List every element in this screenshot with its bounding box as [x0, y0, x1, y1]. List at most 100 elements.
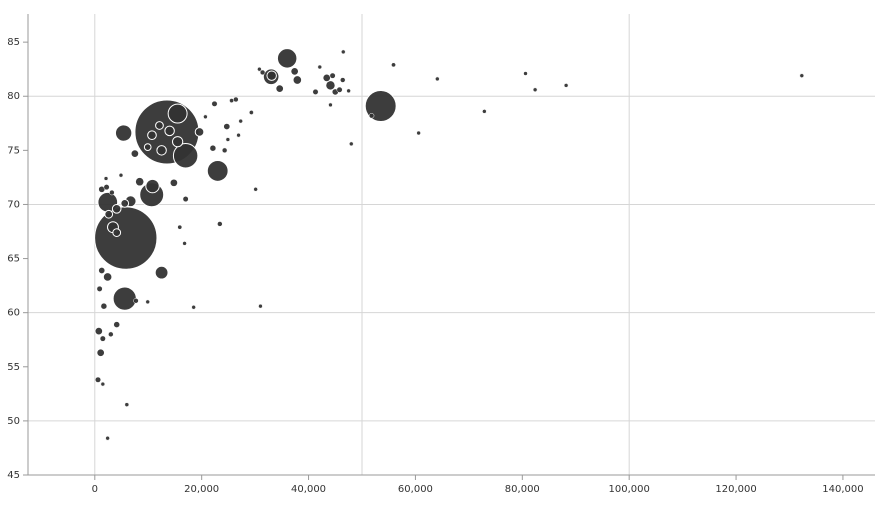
bubble [156, 145, 167, 156]
bubble [100, 302, 108, 310]
bubble [194, 127, 205, 137]
bubble [225, 137, 231, 142]
y-tick-label: 80 [7, 91, 20, 102]
bubble [103, 176, 109, 181]
bubble [340, 77, 346, 83]
bubble [236, 132, 241, 138]
bubble [229, 98, 234, 103]
bubble [154, 265, 169, 280]
bubble [99, 335, 106, 342]
bubble [341, 49, 346, 55]
bubble [133, 298, 139, 304]
bubble [111, 203, 122, 214]
bubble [172, 136, 184, 148]
bubble [100, 381, 106, 387]
bubble [368, 113, 375, 119]
bubble [177, 224, 183, 230]
bubble [118, 172, 124, 178]
bubble [169, 178, 179, 188]
bubble [799, 73, 805, 78]
bubble [322, 73, 332, 83]
bubble [249, 110, 254, 115]
bubble [112, 286, 137, 311]
bubble [145, 178, 160, 194]
bubble [317, 64, 323, 70]
bubble [109, 189, 115, 196]
bubble [416, 130, 421, 136]
bubble [103, 184, 110, 191]
bubble [346, 88, 351, 94]
bubble [523, 71, 528, 76]
bubble [124, 402, 130, 407]
bubble [266, 70, 277, 81]
x-tick-label: 60,000 [398, 484, 433, 495]
x-tick-label: 20,000 [184, 484, 219, 495]
bubble [164, 125, 175, 137]
x-tick-label: 0 [92, 484, 98, 495]
bubble [206, 159, 229, 182]
bubble [94, 206, 158, 270]
bubble [336, 86, 343, 93]
bubble [167, 103, 188, 124]
x-tick-label: 100,000 [609, 484, 650, 495]
bubble [258, 303, 263, 309]
bubble [532, 87, 538, 93]
bubble [102, 272, 113, 282]
bubble [211, 100, 218, 107]
y-tick-label: 70 [7, 199, 20, 210]
y-tick-label: 55 [7, 362, 20, 373]
bubble [143, 143, 152, 151]
bubble [105, 435, 110, 441]
y-tick-label: 85 [7, 37, 20, 48]
x-tick-label: 140,000 [822, 484, 863, 495]
bubble [325, 80, 336, 91]
bubble [563, 83, 569, 88]
y-tick-label: 50 [7, 416, 20, 427]
bubble [147, 130, 157, 141]
x-tick-label: 40,000 [291, 484, 326, 495]
bubble [108, 331, 114, 338]
bubble [203, 114, 208, 120]
y-tick-label: 60 [7, 308, 20, 319]
x-tick-label: 120,000 [715, 484, 756, 495]
bubble [97, 266, 106, 275]
y-tick-label: 45 [7, 470, 20, 481]
bubble [145, 299, 150, 305]
bubble [290, 66, 300, 76]
bubble [172, 143, 199, 169]
bubble [182, 196, 189, 203]
bubble [94, 326, 104, 336]
bubble [96, 348, 106, 358]
bubble [329, 72, 336, 79]
bubble [96, 285, 103, 292]
bubble [114, 124, 133, 142]
bubble [435, 76, 440, 82]
bubble [257, 66, 262, 72]
bubble [182, 241, 187, 246]
bubble [113, 321, 120, 328]
bubble [259, 69, 266, 76]
bubble [482, 109, 487, 114]
bubble [95, 376, 101, 383]
bubble [112, 228, 122, 237]
bubble [221, 147, 228, 154]
bubble [276, 48, 298, 69]
x-tick-label: 80,000 [505, 484, 540, 495]
bubble [222, 122, 231, 131]
bubble [349, 141, 354, 147]
bubble [391, 62, 396, 68]
y-tick-label: 65 [7, 254, 20, 265]
bubble [130, 149, 140, 158]
bubble [120, 199, 130, 208]
bubble [312, 88, 319, 95]
bubble [104, 209, 114, 219]
bubble [155, 121, 164, 130]
bubble [217, 221, 223, 227]
bubble [233, 96, 239, 103]
bubble [328, 102, 333, 108]
y-tick-label: 75 [7, 145, 20, 156]
bubble [134, 176, 145, 187]
bubble [191, 305, 196, 310]
bubble [238, 118, 243, 124]
